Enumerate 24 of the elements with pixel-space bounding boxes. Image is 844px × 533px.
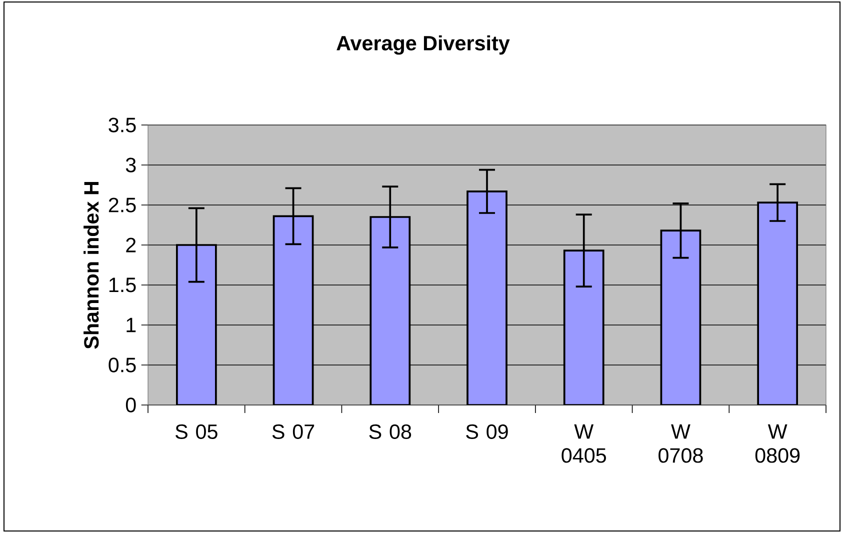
bar: [563, 250, 604, 405]
bar: [272, 215, 314, 405]
y-tick-label: 1.5: [109, 278, 136, 292]
bar: [757, 202, 798, 405]
x-tick-label: W 0708: [658, 424, 703, 463]
y-tick-label: 2: [126, 238, 136, 252]
bar: [660, 230, 702, 405]
x-tick-label: S 08: [369, 424, 412, 440]
y-tick-label: 1: [126, 318, 136, 332]
chart-title: Average Diversity: [336, 35, 510, 55]
y-tick-label: 2.5: [108, 198, 136, 212]
x-tick-label: S 07: [272, 424, 314, 440]
x-tick-label: S 09: [466, 424, 508, 440]
y-axis-title: Shannon index H: [84, 182, 99, 349]
bar: [370, 216, 411, 405]
bar: [176, 244, 217, 405]
x-tick-label: W 0405: [562, 424, 606, 463]
y-tick-label: 0.5: [108, 358, 136, 372]
y-tick-label: 3.5: [108, 118, 136, 132]
x-tick-label: S 05: [176, 424, 218, 440]
y-tick-label: 0: [126, 398, 136, 412]
y-tick-label: 3: [126, 158, 136, 172]
bar: [466, 190, 508, 405]
x-tick-label: W 0809: [755, 424, 800, 463]
